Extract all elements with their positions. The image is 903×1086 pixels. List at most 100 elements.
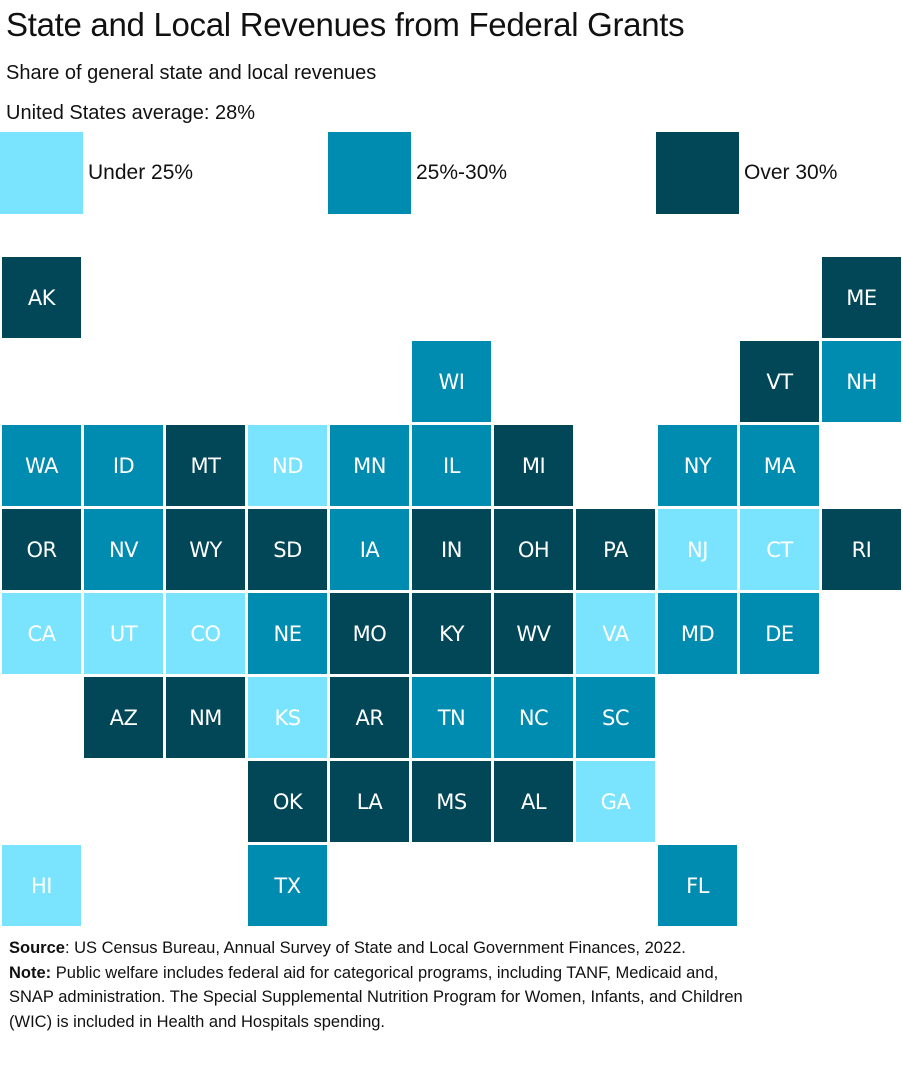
state-label: NV — [108, 537, 139, 562]
state-tile-ak: AK — [2, 257, 81, 338]
state-tile-mt: MT — [166, 425, 245, 506]
state-label: KS — [274, 705, 301, 730]
state-tile-nc: NC — [494, 677, 573, 758]
state-tile-il: IL — [412, 425, 491, 506]
source-text: : US Census Bureau, Annual Survey of Sta… — [64, 939, 686, 957]
state-label: NJ — [687, 537, 708, 562]
us-average-annotation: United States average: 28% — [6, 102, 256, 124]
methodology-note: Note: Public welfare includes federal ai… — [9, 961, 759, 1035]
state-tile-in: IN — [412, 509, 491, 590]
state-label: TX — [274, 873, 301, 898]
state-label: HI — [31, 873, 52, 898]
state-label: AZ — [109, 705, 138, 730]
state-label: CT — [766, 537, 793, 562]
state-label: NE — [273, 621, 302, 646]
state-label: WA — [25, 453, 58, 478]
state-tile-co: CO — [166, 593, 245, 674]
state-tile-oh: OH — [494, 509, 573, 590]
chart-subtitle: Share of general state and local revenue… — [6, 62, 377, 84]
state-tile-ct: CT — [740, 509, 819, 590]
state-label: AL — [520, 789, 547, 814]
legend-label-over-30: Over 30% — [744, 161, 838, 184]
state-label: PA — [603, 537, 628, 562]
legend-swatch-over-30 — [656, 132, 739, 214]
state-tile-wi: WI — [412, 341, 491, 422]
state-label: OH — [517, 537, 550, 562]
state-label: TN — [437, 705, 466, 730]
state-tile-hi: HI — [2, 845, 81, 926]
state-tile-ca: CA — [2, 593, 81, 674]
state-label: IA — [359, 537, 380, 562]
state-label: MA — [763, 453, 796, 478]
state-tile-mo: MO — [330, 593, 409, 674]
state-tile-ms: MS — [412, 761, 491, 842]
state-tile-or: OR — [2, 509, 81, 590]
state-tile-ok: OK — [248, 761, 327, 842]
state-tile-sc: SC — [576, 677, 655, 758]
state-label: SD — [273, 537, 302, 562]
state-label: CA — [27, 621, 56, 646]
source-label: Source — [9, 939, 65, 957]
state-label: OR — [26, 537, 57, 562]
state-tile-mi: MI — [494, 425, 573, 506]
state-tile-wa: WA — [2, 425, 81, 506]
state-tile-ri: RI — [822, 509, 901, 590]
state-tile-va: VA — [576, 593, 655, 674]
state-tile-nm: NM — [166, 677, 245, 758]
state-label: WY — [189, 537, 222, 562]
state-label: OK — [272, 789, 303, 814]
state-tile-ia: IA — [330, 509, 409, 590]
state-label: MN — [353, 453, 386, 478]
state-label: IL — [443, 453, 460, 478]
state-tile-me: ME — [822, 257, 901, 338]
state-label: VA — [602, 621, 629, 646]
legend-swatch-under-25 — [0, 132, 83, 214]
legend-swatch-25-30 — [328, 132, 411, 214]
state-label: AK — [27, 285, 56, 310]
chart-title: State and Local Revenues from Federal Gr… — [6, 6, 685, 43]
state-tile-al: AL — [494, 761, 573, 842]
state-tile-fl: FL — [658, 845, 737, 926]
state-label: WV — [516, 621, 551, 646]
legend-label-under-25: Under 25% — [88, 161, 194, 184]
state-tile-nj: NJ — [658, 509, 737, 590]
state-tile-az: AZ — [84, 677, 163, 758]
state-label: IN — [441, 537, 462, 562]
state-label: RI — [851, 537, 872, 562]
state-tile-nh: NH — [822, 341, 901, 422]
state-label: MI — [521, 453, 546, 478]
note-label: Note: — [9, 963, 52, 982]
note-text: Public welfare includes federal aid for … — [9, 963, 743, 1031]
state-tile-la: LA — [330, 761, 409, 842]
state-label: MT — [190, 453, 221, 478]
state-label: SC — [602, 705, 630, 730]
state-tile-ga: GA — [576, 761, 655, 842]
state-label: MD — [680, 621, 715, 646]
state-label: ME — [846, 285, 877, 310]
state-tile-vt: VT — [740, 341, 819, 422]
state-tile-ut: UT — [84, 593, 163, 674]
state-label: WI — [438, 369, 465, 394]
state-tile-ar: AR — [330, 677, 409, 758]
state-tile-nv: NV — [84, 509, 163, 590]
state-label: ND — [272, 453, 303, 478]
state-label: ID — [112, 453, 135, 478]
state-tile-de: DE — [740, 593, 819, 674]
state-label: KY — [439, 621, 464, 646]
state-label: GA — [600, 789, 631, 814]
state-label: DE — [765, 621, 794, 646]
state-tile-ne: NE — [248, 593, 327, 674]
state-tile-wy: WY — [166, 509, 245, 590]
legend-label-25-30: 25%-30% — [416, 161, 508, 184]
state-tile-tx: TX — [248, 845, 327, 926]
state-label: CO — [190, 621, 221, 646]
state-tile-tn: TN — [412, 677, 491, 758]
source-note: Source: US Census Bureau, Annual Survey … — [9, 936, 759, 961]
state-tile-mn: MN — [330, 425, 409, 506]
state-label: MS — [436, 789, 467, 814]
state-label: NY — [683, 453, 712, 478]
state-label: NC — [518, 705, 549, 730]
state-tile-ky: KY — [412, 593, 491, 674]
state-tile-ks: KS — [248, 677, 327, 758]
